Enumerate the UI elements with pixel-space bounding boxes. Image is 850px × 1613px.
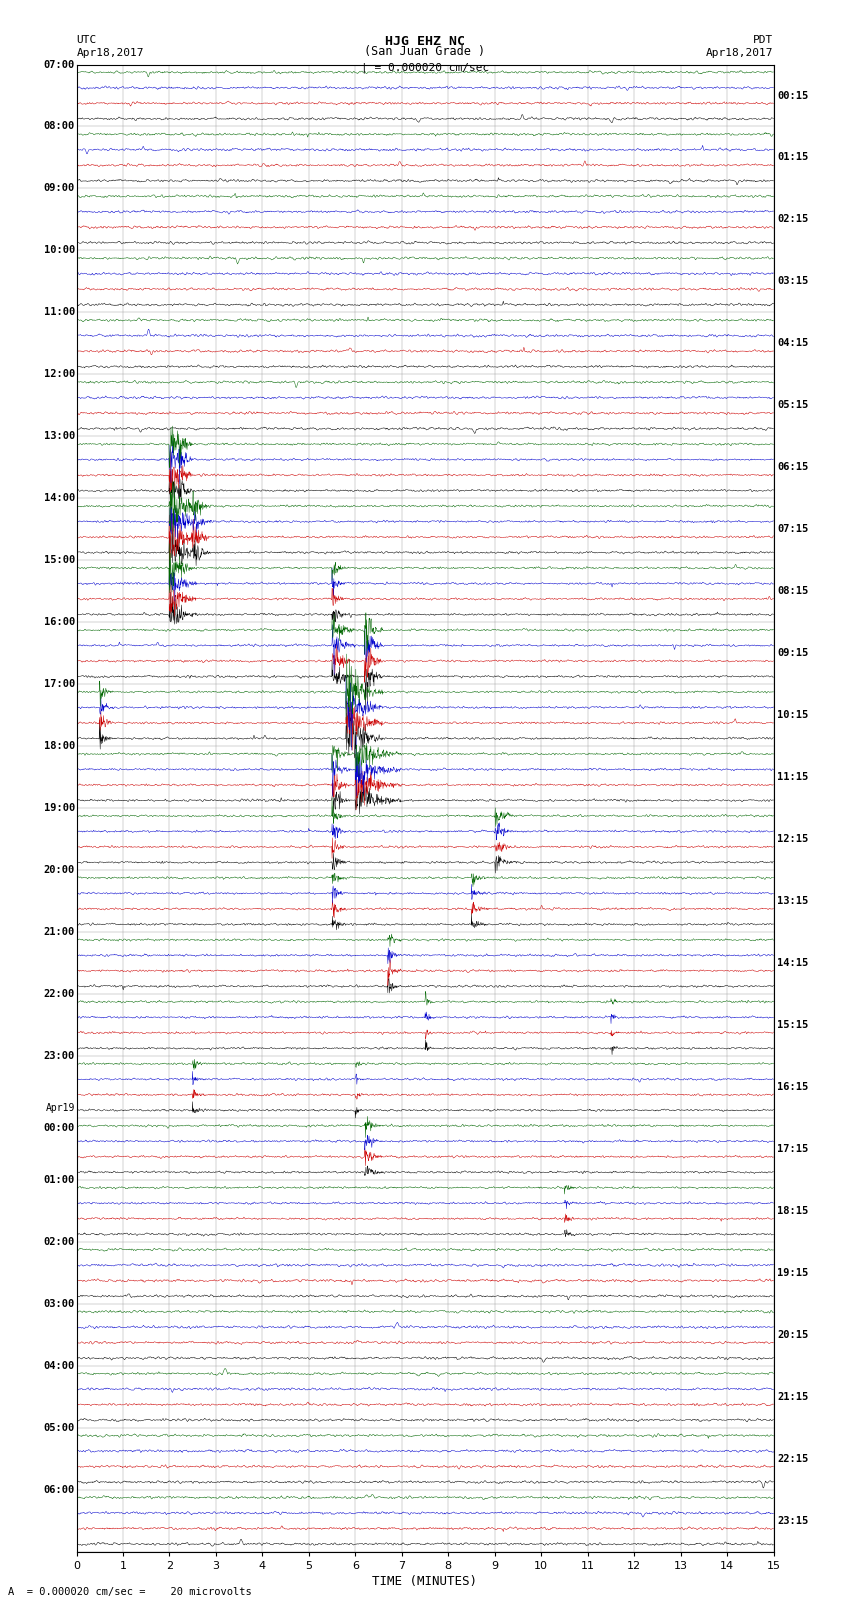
Text: 11:00: 11:00 (43, 308, 75, 318)
Text: 10:15: 10:15 (777, 710, 808, 719)
Text: 10:00: 10:00 (43, 245, 75, 255)
Text: 22:00: 22:00 (43, 989, 75, 998)
Text: 15:15: 15:15 (777, 1019, 808, 1031)
Text: 07:15: 07:15 (777, 524, 808, 534)
Text: 18:00: 18:00 (43, 740, 75, 752)
Text: 19:00: 19:00 (43, 803, 75, 813)
Text: Apr18,2017: Apr18,2017 (76, 48, 144, 58)
Text: 13:00: 13:00 (43, 431, 75, 442)
Text: 16:15: 16:15 (777, 1082, 808, 1092)
Text: 04:15: 04:15 (777, 339, 808, 348)
Text: HJG EHZ NC: HJG EHZ NC (385, 35, 465, 48)
Text: 06:00: 06:00 (43, 1484, 75, 1495)
Text: 08:15: 08:15 (777, 586, 808, 597)
Text: Apr18,2017: Apr18,2017 (706, 48, 774, 58)
Text: UTC: UTC (76, 35, 97, 45)
Text: 22:15: 22:15 (777, 1453, 808, 1463)
Text: 16:00: 16:00 (43, 618, 75, 627)
Text: 04:00: 04:00 (43, 1361, 75, 1371)
Text: 09:00: 09:00 (43, 184, 75, 194)
Text: 01:00: 01:00 (43, 1174, 75, 1186)
Text: 23:00: 23:00 (43, 1052, 75, 1061)
Text: 18:15: 18:15 (777, 1207, 808, 1216)
Text: 09:15: 09:15 (777, 648, 808, 658)
Text: PDT: PDT (753, 35, 774, 45)
Text: 00:15: 00:15 (777, 90, 808, 100)
Text: Apr19: Apr19 (45, 1103, 75, 1113)
Text: 05:00: 05:00 (43, 1423, 75, 1432)
Text: 21:15: 21:15 (777, 1392, 808, 1402)
Text: 14:00: 14:00 (43, 494, 75, 503)
Text: 08:00: 08:00 (43, 121, 75, 132)
Text: 00:00: 00:00 (43, 1123, 75, 1132)
Text: A  = 0.000020 cm/sec =    20 microvolts: A = 0.000020 cm/sec = 20 microvolts (8, 1587, 252, 1597)
Text: 15:00: 15:00 (43, 555, 75, 565)
X-axis label: TIME (MINUTES): TIME (MINUTES) (372, 1574, 478, 1587)
Text: 11:15: 11:15 (777, 773, 808, 782)
Text: 05:15: 05:15 (777, 400, 808, 410)
Text: 12:00: 12:00 (43, 369, 75, 379)
Text: 07:00: 07:00 (43, 60, 75, 69)
Text: | = 0.000020 cm/sec: | = 0.000020 cm/sec (361, 63, 489, 74)
Text: (San Juan Grade ): (San Juan Grade ) (365, 45, 485, 58)
Text: 14:15: 14:15 (777, 958, 808, 968)
Text: 06:15: 06:15 (777, 463, 808, 473)
Text: 20:00: 20:00 (43, 865, 75, 876)
Text: 02:00: 02:00 (43, 1237, 75, 1247)
Text: 17:15: 17:15 (777, 1144, 808, 1153)
Text: 21:00: 21:00 (43, 927, 75, 937)
Text: 03:15: 03:15 (777, 276, 808, 287)
Text: 01:15: 01:15 (777, 153, 808, 163)
Text: 17:00: 17:00 (43, 679, 75, 689)
Text: 02:15: 02:15 (777, 215, 808, 224)
Text: 23:15: 23:15 (777, 1516, 808, 1526)
Text: 12:15: 12:15 (777, 834, 808, 844)
Text: 13:15: 13:15 (777, 897, 808, 907)
Text: 19:15: 19:15 (777, 1268, 808, 1277)
Text: 03:00: 03:00 (43, 1298, 75, 1308)
Text: 20:15: 20:15 (777, 1329, 808, 1340)
